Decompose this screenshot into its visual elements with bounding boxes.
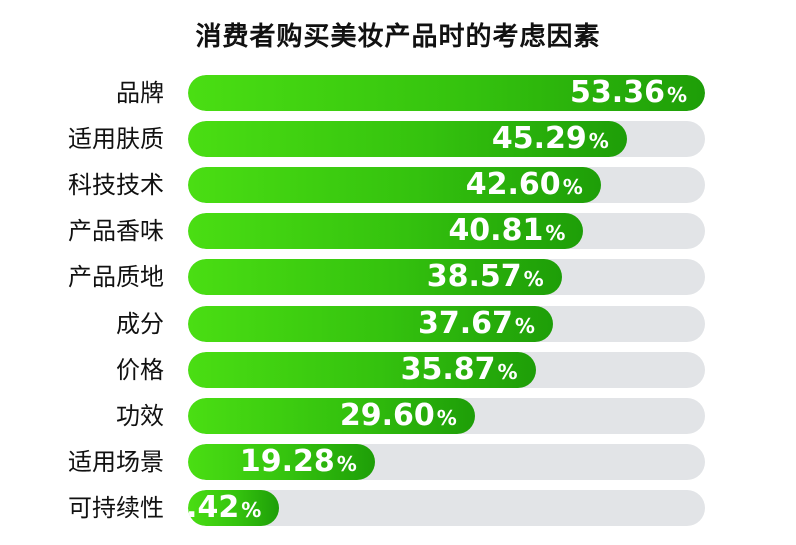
bar-track: 19.28% <box>188 443 705 480</box>
bar: 38.57% <box>188 259 562 296</box>
bar: 45.29% <box>188 121 627 158</box>
bar-row: 品牌 53.36% <box>0 75 796 111</box>
bar: 37.67% <box>188 305 553 342</box>
chart-title: 消费者购买美妆产品时的考虑因素 <box>195 22 601 52</box>
bar: 19.28% <box>188 443 375 480</box>
data-label-unit: % <box>666 83 687 107</box>
data-label-number: 38.57 <box>426 259 522 295</box>
category-label: 产品质地 <box>68 263 164 292</box>
data-label-unit: % <box>562 175 583 200</box>
data-label-number: 45.29 <box>491 121 587 157</box>
bar-track: 40.81% <box>188 213 705 250</box>
data-label-number: 53.36 <box>570 75 665 110</box>
data-label-unit: % <box>336 451 357 476</box>
bar-row: 产品质地 38.57% <box>0 259 796 296</box>
bar-track: 42.60% <box>188 167 705 204</box>
data-label: 53.36% <box>570 75 687 111</box>
data-label-unit: % <box>545 221 566 246</box>
bar-row: 产品香味 40.81% <box>0 213 796 250</box>
data-label-unit: % <box>436 405 457 430</box>
bar: 9.42% <box>188 489 280 526</box>
category-label: 成分 <box>116 309 164 338</box>
data-label-number: 35.87 <box>400 351 496 387</box>
data-label: 19.28% <box>240 444 357 480</box>
data-label-unit: % <box>241 497 262 522</box>
data-label-number: 29.60 <box>339 397 435 433</box>
data-label: 37.67% <box>418 306 535 342</box>
category-label: 价格 <box>116 355 164 384</box>
data-label-number: 19.28 <box>239 443 335 479</box>
data-label-number: 42.60 <box>465 167 561 203</box>
data-label: 40.81% <box>448 213 565 249</box>
category-label: 品牌 <box>116 79 164 107</box>
bar-track: 9.42% <box>188 489 705 526</box>
bar: 40.81% <box>188 213 584 250</box>
bar-track: 35.87% <box>188 351 705 388</box>
data-label-unit: % <box>523 267 544 292</box>
data-label-number: 37.67 <box>418 305 513 341</box>
bar: 35.87% <box>188 351 536 388</box>
bar-track: 53.36% <box>188 75 705 111</box>
data-label: 45.29% <box>492 121 609 157</box>
bar-row: 适用场景 19.28% <box>0 443 796 480</box>
bar-row: 适用肤质 45.29% <box>0 121 796 158</box>
bar-track: 45.29% <box>188 121 705 158</box>
bar-row: 可持续性 9.42% <box>0 489 796 526</box>
data-label-number: 9.42 <box>188 489 240 525</box>
bar-row: 功效 29.60% <box>0 397 796 434</box>
category-label: 适用肤质 <box>68 125 164 154</box>
bar-row: 成分 37.67% <box>0 305 796 342</box>
bar-row: 价格 35.87% <box>0 351 796 388</box>
category-label: 适用场景 <box>68 447 164 476</box>
data-label: 29.60% <box>340 398 457 434</box>
data-label-unit: % <box>497 359 518 384</box>
bar-track: 38.57% <box>188 259 705 296</box>
data-label: 42.60% <box>466 167 583 203</box>
bar-track: 29.60% <box>188 397 705 434</box>
category-label: 可持续性 <box>68 493 164 522</box>
data-label-unit: % <box>514 313 535 338</box>
category-label: 产品香味 <box>68 217 164 246</box>
bar-track: 37.67% <box>188 305 705 342</box>
bar-row: 科技技术 42.60% <box>0 167 796 204</box>
data-label-number: 40.81 <box>448 213 544 249</box>
bar: 42.60% <box>188 167 601 204</box>
category-label: 功效 <box>116 401 164 430</box>
data-label-unit: % <box>588 129 609 154</box>
data-label: 35.87% <box>401 352 518 388</box>
data-label: 38.57% <box>427 259 544 295</box>
bar: 29.60% <box>188 397 475 434</box>
category-label: 科技技术 <box>68 171 164 200</box>
bar: 53.36% <box>188 75 705 111</box>
data-label: 9.42% <box>188 490 261 526</box>
